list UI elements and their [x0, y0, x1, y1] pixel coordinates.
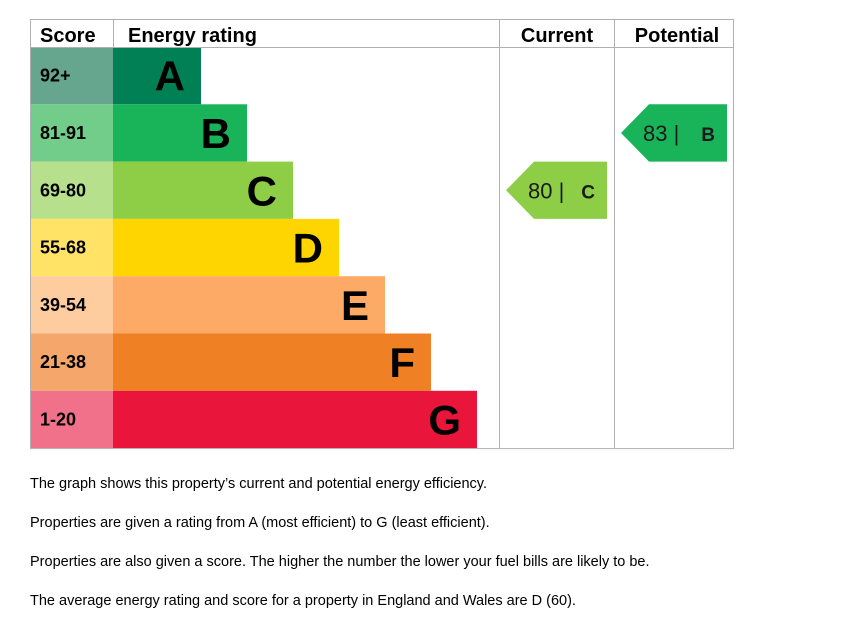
score-cell-f [30, 333, 113, 391]
band-bar-e [113, 276, 385, 334]
band-bar-d [113, 218, 339, 277]
potential-letter: B [701, 125, 715, 146]
band-letter-d: D [293, 225, 323, 272]
potential-arrow [621, 104, 727, 162]
chart-border [30, 19, 734, 450]
band-bar-g [113, 390, 477, 449]
note-rating-range: Properties are given a rating from A (mo… [30, 515, 490, 531]
header-potential: Potential [635, 25, 719, 47]
score-label-g: 1-20 [40, 409, 76, 429]
bands-layer: 92+ A 81-91 B 69-80 C 55-68 D 39-54 E 21-38 F 1-20 G [30, 47, 477, 449]
current-letter: C [581, 182, 595, 203]
score-label-f: 21-38 [40, 352, 86, 372]
current-value: 80 | [528, 178, 564, 203]
band-bar-b [113, 104, 247, 162]
score-cell-b [30, 104, 113, 162]
score-cell-a [30, 47, 113, 105]
score-cell-d [30, 218, 113, 277]
band-letter-g: G [428, 396, 461, 443]
note-graph-description: The graph shows this property’s current … [30, 476, 488, 492]
band-letter-b: B [201, 110, 231, 157]
frame-layer [30, 19, 734, 450]
header-current: Current [521, 25, 594, 47]
band-letter-a: A [155, 53, 185, 100]
score-label-a: 92+ [40, 66, 71, 86]
score-label-c: 69-80 [40, 180, 86, 200]
score-label-e: 39-54 [40, 295, 86, 315]
band-letter-f: F [389, 339, 415, 386]
band-letter-e: E [341, 282, 369, 329]
band-bar-a [113, 47, 201, 105]
score-cell-e [30, 276, 113, 334]
score-label-d: 55-68 [40, 238, 86, 258]
arrow-layer: 80 | C 83 | B [506, 104, 727, 219]
header-score: Score [40, 25, 96, 47]
header-energy-rating: Energy rating [128, 25, 257, 47]
band-bar-c [113, 161, 293, 219]
epc-chart: 92+ A81-91 B69-80 C55-68 D39-54 E21-38 F1-20 G … [30, 19, 734, 450]
note-score-explanation: Properties are also given a score. The h… [30, 554, 650, 570]
band-bar-f [113, 333, 431, 391]
note-average-rating: The average energy rating and score for … [30, 593, 576, 609]
band-letter-c: C [247, 167, 277, 214]
potential-value: 83 | [643, 121, 679, 146]
score-cell-c [30, 161, 113, 219]
score-cell-g [30, 390, 113, 449]
header-layer: Score Energy rating Current Potential [40, 25, 719, 47]
score-label-b: 81-91 [40, 123, 86, 143]
current-arrow [506, 161, 607, 219]
